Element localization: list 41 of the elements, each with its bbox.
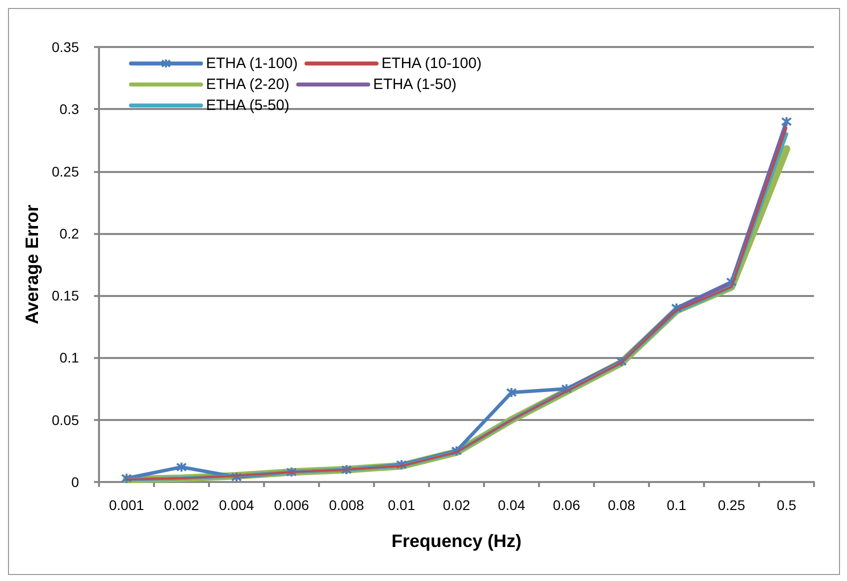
point	[176, 462, 187, 473]
point	[396, 459, 407, 470]
y-tick-label: 0	[71, 474, 80, 490]
x-tick-label: 0.06	[552, 497, 580, 513]
x-tick-label: 0.004	[218, 497, 254, 513]
point	[671, 302, 682, 314]
y-tick-label: 0.35	[52, 39, 80, 55]
x-tick-label: 0.006	[274, 497, 310, 513]
x-tick-label: 0.02	[442, 497, 470, 513]
x-tick-label: 0.08	[608, 497, 636, 513]
point	[286, 466, 297, 478]
legend-label: ETHA (1-100)	[206, 55, 298, 72]
x-axis-title: Frequency (Hz)	[391, 531, 522, 551]
point	[231, 472, 242, 483]
point	[561, 383, 572, 394]
point	[506, 387, 517, 398]
point	[781, 116, 792, 128]
x-tick-label: 0.001	[108, 497, 144, 513]
legend-label: ETHA (2-20)	[206, 76, 290, 93]
x-tick-label: 0.25	[718, 497, 746, 513]
x-tick-label: 0.5	[776, 497, 796, 513]
legend-label: ETHA (10-100)	[382, 55, 482, 72]
y-axis-title: Average Error	[22, 204, 42, 324]
point	[616, 356, 627, 367]
y-tick-label: 0.05	[52, 412, 80, 428]
point	[726, 276, 737, 288]
y-tick-label: 0.2	[60, 225, 80, 242]
y-tick-label: 0.25	[52, 163, 80, 180]
legend-label: ETHA (5-50)	[206, 97, 290, 114]
point	[121, 472, 132, 484]
point	[341, 464, 352, 476]
x-tick-label: 0.1	[666, 497, 686, 513]
y-tick-label: 0.3	[60, 101, 80, 118]
y-tick-label: 0.1	[60, 350, 80, 366]
point	[451, 445, 462, 456]
x-tick-label: 0.008	[328, 497, 364, 513]
legend-label: ETHA (1-50)	[373, 76, 457, 93]
x-tick-label: 0.04	[498, 497, 526, 513]
x-tick-label: 0.01	[388, 497, 416, 513]
y-tick-label: 0.15	[52, 288, 80, 304]
x-tick-label: 0.002	[164, 497, 200, 513]
